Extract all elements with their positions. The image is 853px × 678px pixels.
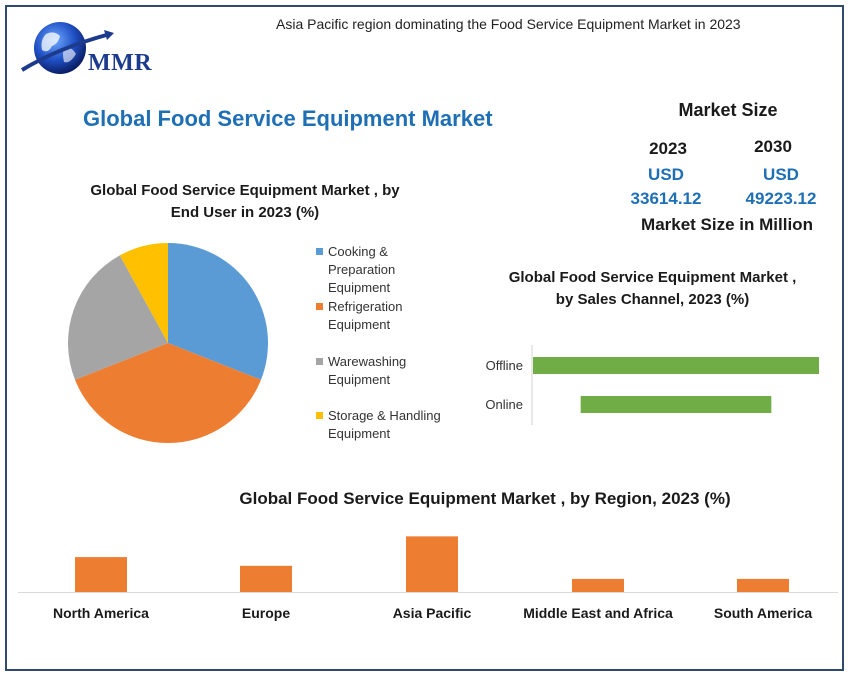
value-2023: 33614.12 xyxy=(630,189,702,208)
channel-chart: Offline Online xyxy=(485,345,819,425)
legend-swatch xyxy=(316,358,323,365)
pie-slice-3 xyxy=(67,255,168,380)
header-subtitle: Asia Pacific region dominating the Food … xyxy=(276,16,741,32)
infographic-frame xyxy=(5,5,844,671)
legend-label-line: Preparation xyxy=(328,262,396,277)
region-bar-2 xyxy=(240,565,292,592)
channel-bar-offline xyxy=(533,357,819,374)
channel-label-offline: Offline xyxy=(486,358,523,373)
channel-title-line2: by Sales Channel, 2023 (%) xyxy=(555,291,750,308)
pie-slice-2 xyxy=(75,343,261,443)
legend-item-3: Warewashing Equipment xyxy=(316,353,468,389)
pie-slice-1 xyxy=(168,243,268,380)
region-label-2: Europe xyxy=(241,605,291,621)
channel-bar-online xyxy=(580,396,772,413)
pie-slice-4 xyxy=(119,243,168,343)
legend-swatch xyxy=(316,412,323,419)
region-label-1: North America xyxy=(53,605,149,621)
legend-label-line: Storage & Handling xyxy=(328,408,441,423)
legend-item-1: Cooking & Preparation Equipment xyxy=(316,243,468,297)
legend-swatch xyxy=(316,303,323,310)
year-2030: 2030 xyxy=(754,137,792,156)
channel-chart-title: Global Food Service Equipment Market , b… xyxy=(480,267,825,311)
pie-title-line2: End User in 2023 (%) xyxy=(170,204,320,221)
mmr-logo xyxy=(18,18,168,80)
legend-swatch xyxy=(316,248,323,255)
region-chart-title: Global Food Service Equipment Market , b… xyxy=(239,489,731,508)
region-bar-5 xyxy=(737,578,789,592)
region-bar-4 xyxy=(572,578,624,592)
region-bar-3 xyxy=(406,536,458,592)
region-label-4: Middle East and Africa xyxy=(523,605,673,621)
market-size-title: Market Size xyxy=(678,100,778,120)
region-label-3: Asia Pacific xyxy=(392,605,472,621)
channel-label-online: Online xyxy=(485,397,523,412)
pie-title-line1: Global Food Service Equipment Market , b… xyxy=(90,182,400,199)
legend-label-line: Equipment xyxy=(328,426,391,441)
legend-label-line: Equipment xyxy=(328,317,391,332)
value-2030: 49223.12 xyxy=(745,189,817,208)
year-2023: 2023 xyxy=(649,139,687,158)
pie-chart xyxy=(67,243,268,443)
legend-label-line: Refrigeration xyxy=(328,299,403,314)
region-chart xyxy=(18,536,838,593)
channel-title-line1: Global Food Service Equipment Market , xyxy=(508,269,797,286)
region-label-5: South America xyxy=(713,605,813,621)
page-title: Global Food Service Equipment Market xyxy=(83,106,493,131)
legend-label-line: Equipment xyxy=(328,372,391,387)
legend-label-line: Cooking & xyxy=(328,244,388,259)
currency-2030: USD xyxy=(763,165,799,184)
legend-label-line: Warewashing xyxy=(328,354,407,369)
pie-chart-title: Global Food Service Equipment Market , b… xyxy=(60,180,430,224)
currency-2023: USD xyxy=(648,165,684,184)
legend-item-2: Refrigeration Equipment xyxy=(316,298,468,334)
globe-icon xyxy=(20,22,114,74)
legend-item-4: Storage & Handling Equipment xyxy=(316,407,468,443)
logo-text: MMR xyxy=(88,50,153,76)
legend-label-line: Equipment xyxy=(328,280,391,295)
region-bar-1 xyxy=(75,557,127,592)
market-size-unit: Market Size in Million xyxy=(641,215,813,234)
